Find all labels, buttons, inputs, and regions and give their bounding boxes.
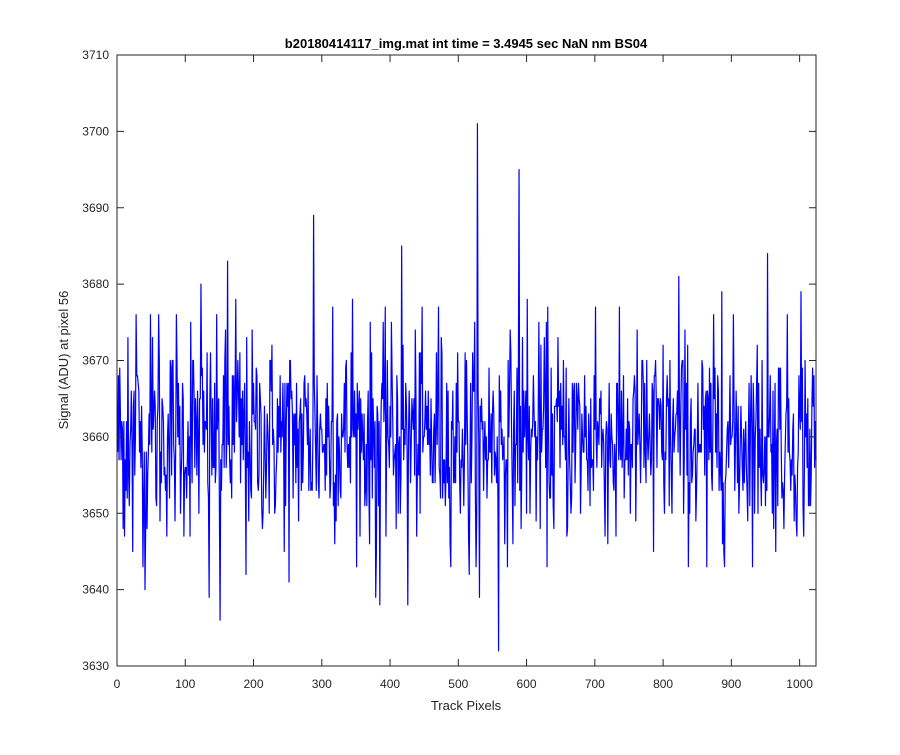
- y-tick-label: 3700: [82, 124, 109, 138]
- y-tick-label: 3680: [82, 277, 109, 291]
- x-tick-label: 0: [114, 677, 121, 691]
- y-tick-label: 3630: [82, 659, 109, 673]
- x-tick-label: 100: [175, 677, 195, 691]
- chart-title: b20180414117_img.mat int time = 3.4945 s…: [285, 36, 648, 51]
- series-line: [117, 123, 817, 652]
- x-tick-label: 500: [448, 677, 468, 691]
- x-tick-label: 900: [721, 677, 741, 691]
- plot-frame: [116, 54, 817, 667]
- y-axis-label: Signal (ADU) at pixel 56: [56, 291, 71, 430]
- x-tick-label: 1000: [786, 677, 813, 691]
- y-tick-label: 3660: [82, 430, 109, 444]
- x-tick-label: 400: [380, 677, 400, 691]
- ticks-layer: 0 100 200 300 400 500 600 700 800 900 1000 3630 3640…: [82, 48, 816, 691]
- x-tick-label: 300: [312, 677, 332, 691]
- x-tick-label: 700: [585, 677, 605, 691]
- y-tick-label: 3690: [82, 201, 109, 215]
- y-tick-label: 3710: [82, 48, 109, 62]
- x-tick-label: 800: [653, 677, 673, 691]
- y-tick-label: 3670: [82, 354, 109, 368]
- x-tick-label: 600: [517, 677, 537, 691]
- x-axis-label: Track Pixels: [431, 698, 502, 713]
- x-tick-label: 200: [244, 677, 264, 691]
- y-tick-label: 3650: [82, 506, 109, 520]
- series-layer: [117, 123, 817, 652]
- y-tick-label: 3640: [82, 583, 109, 597]
